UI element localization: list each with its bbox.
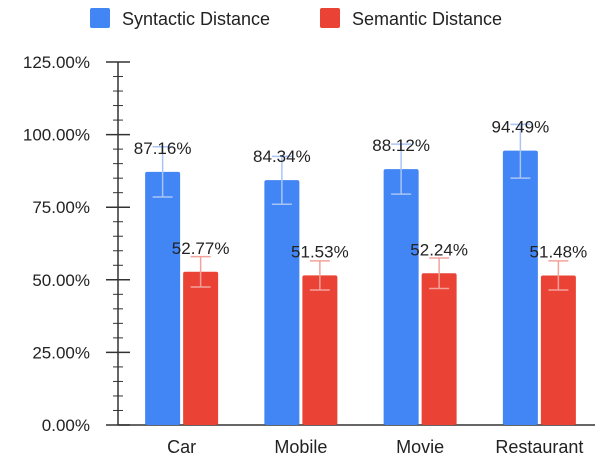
bar-syntactic-mobile bbox=[264, 180, 300, 425]
error-bar bbox=[271, 155, 292, 206]
data-label: 87.16% bbox=[134, 139, 192, 158]
bar-syntactic-car bbox=[145, 171, 181, 425]
bar-syntactic-movie bbox=[383, 169, 419, 425]
error-bar bbox=[548, 260, 569, 291]
error-bar bbox=[429, 257, 450, 290]
legend-swatch bbox=[320, 8, 340, 28]
y-tick-label: 125.00% bbox=[23, 53, 90, 72]
y-tick-label: 25.00% bbox=[32, 343, 90, 362]
bar-semantic-mobile bbox=[302, 275, 338, 425]
error-bar bbox=[391, 143, 412, 195]
x-category-label: Car bbox=[167, 437, 196, 457]
bar-semantic-car bbox=[183, 271, 219, 425]
bar-semantic-movie bbox=[421, 273, 457, 425]
y-tick-label: 50.00% bbox=[32, 271, 90, 290]
x-category-label: Movie bbox=[396, 437, 444, 457]
bar-semantic-restaurant bbox=[540, 275, 576, 425]
y-tick-label: 0.00% bbox=[42, 416, 90, 435]
data-label: 51.48% bbox=[530, 243, 588, 262]
bar-syntactic-restaurant bbox=[502, 150, 538, 425]
data-label: 94.49% bbox=[492, 118, 550, 137]
data-labels: 87.16% 52.77% 84.34% 51.53% 88.12% 52.24% 94.4… bbox=[134, 118, 587, 262]
error-bar bbox=[152, 146, 173, 198]
error-bar bbox=[510, 123, 531, 179]
data-label: 52.77% bbox=[172, 239, 230, 258]
y-tick-label: 75.00% bbox=[32, 198, 90, 217]
legend: Syntactic Distance Semantic Distance bbox=[90, 8, 502, 29]
x-category-label: Mobile bbox=[274, 437, 327, 457]
axes: 0.00% 25.00% 50.00% 75.00% 100.00% 125.00% Car… bbox=[23, 53, 595, 457]
legend-label: Semantic Distance bbox=[352, 9, 502, 29]
legend-label: Syntactic Distance bbox=[122, 9, 270, 29]
data-label: 88.12% bbox=[372, 136, 430, 155]
error-bar bbox=[190, 255, 211, 288]
data-label: 52.24% bbox=[410, 240, 468, 259]
legend-item-syntactic: Syntactic Distance bbox=[90, 8, 270, 29]
bars bbox=[145, 123, 576, 425]
y-tick-label: 100.00% bbox=[23, 126, 90, 145]
legend-swatch bbox=[90, 8, 110, 28]
data-label: 84.34% bbox=[253, 147, 311, 166]
legend-item-semantic: Semantic Distance bbox=[320, 8, 502, 29]
x-category-label: Restaurant bbox=[495, 437, 583, 457]
error-bar bbox=[309, 260, 330, 291]
data-label: 51.53% bbox=[291, 242, 349, 261]
